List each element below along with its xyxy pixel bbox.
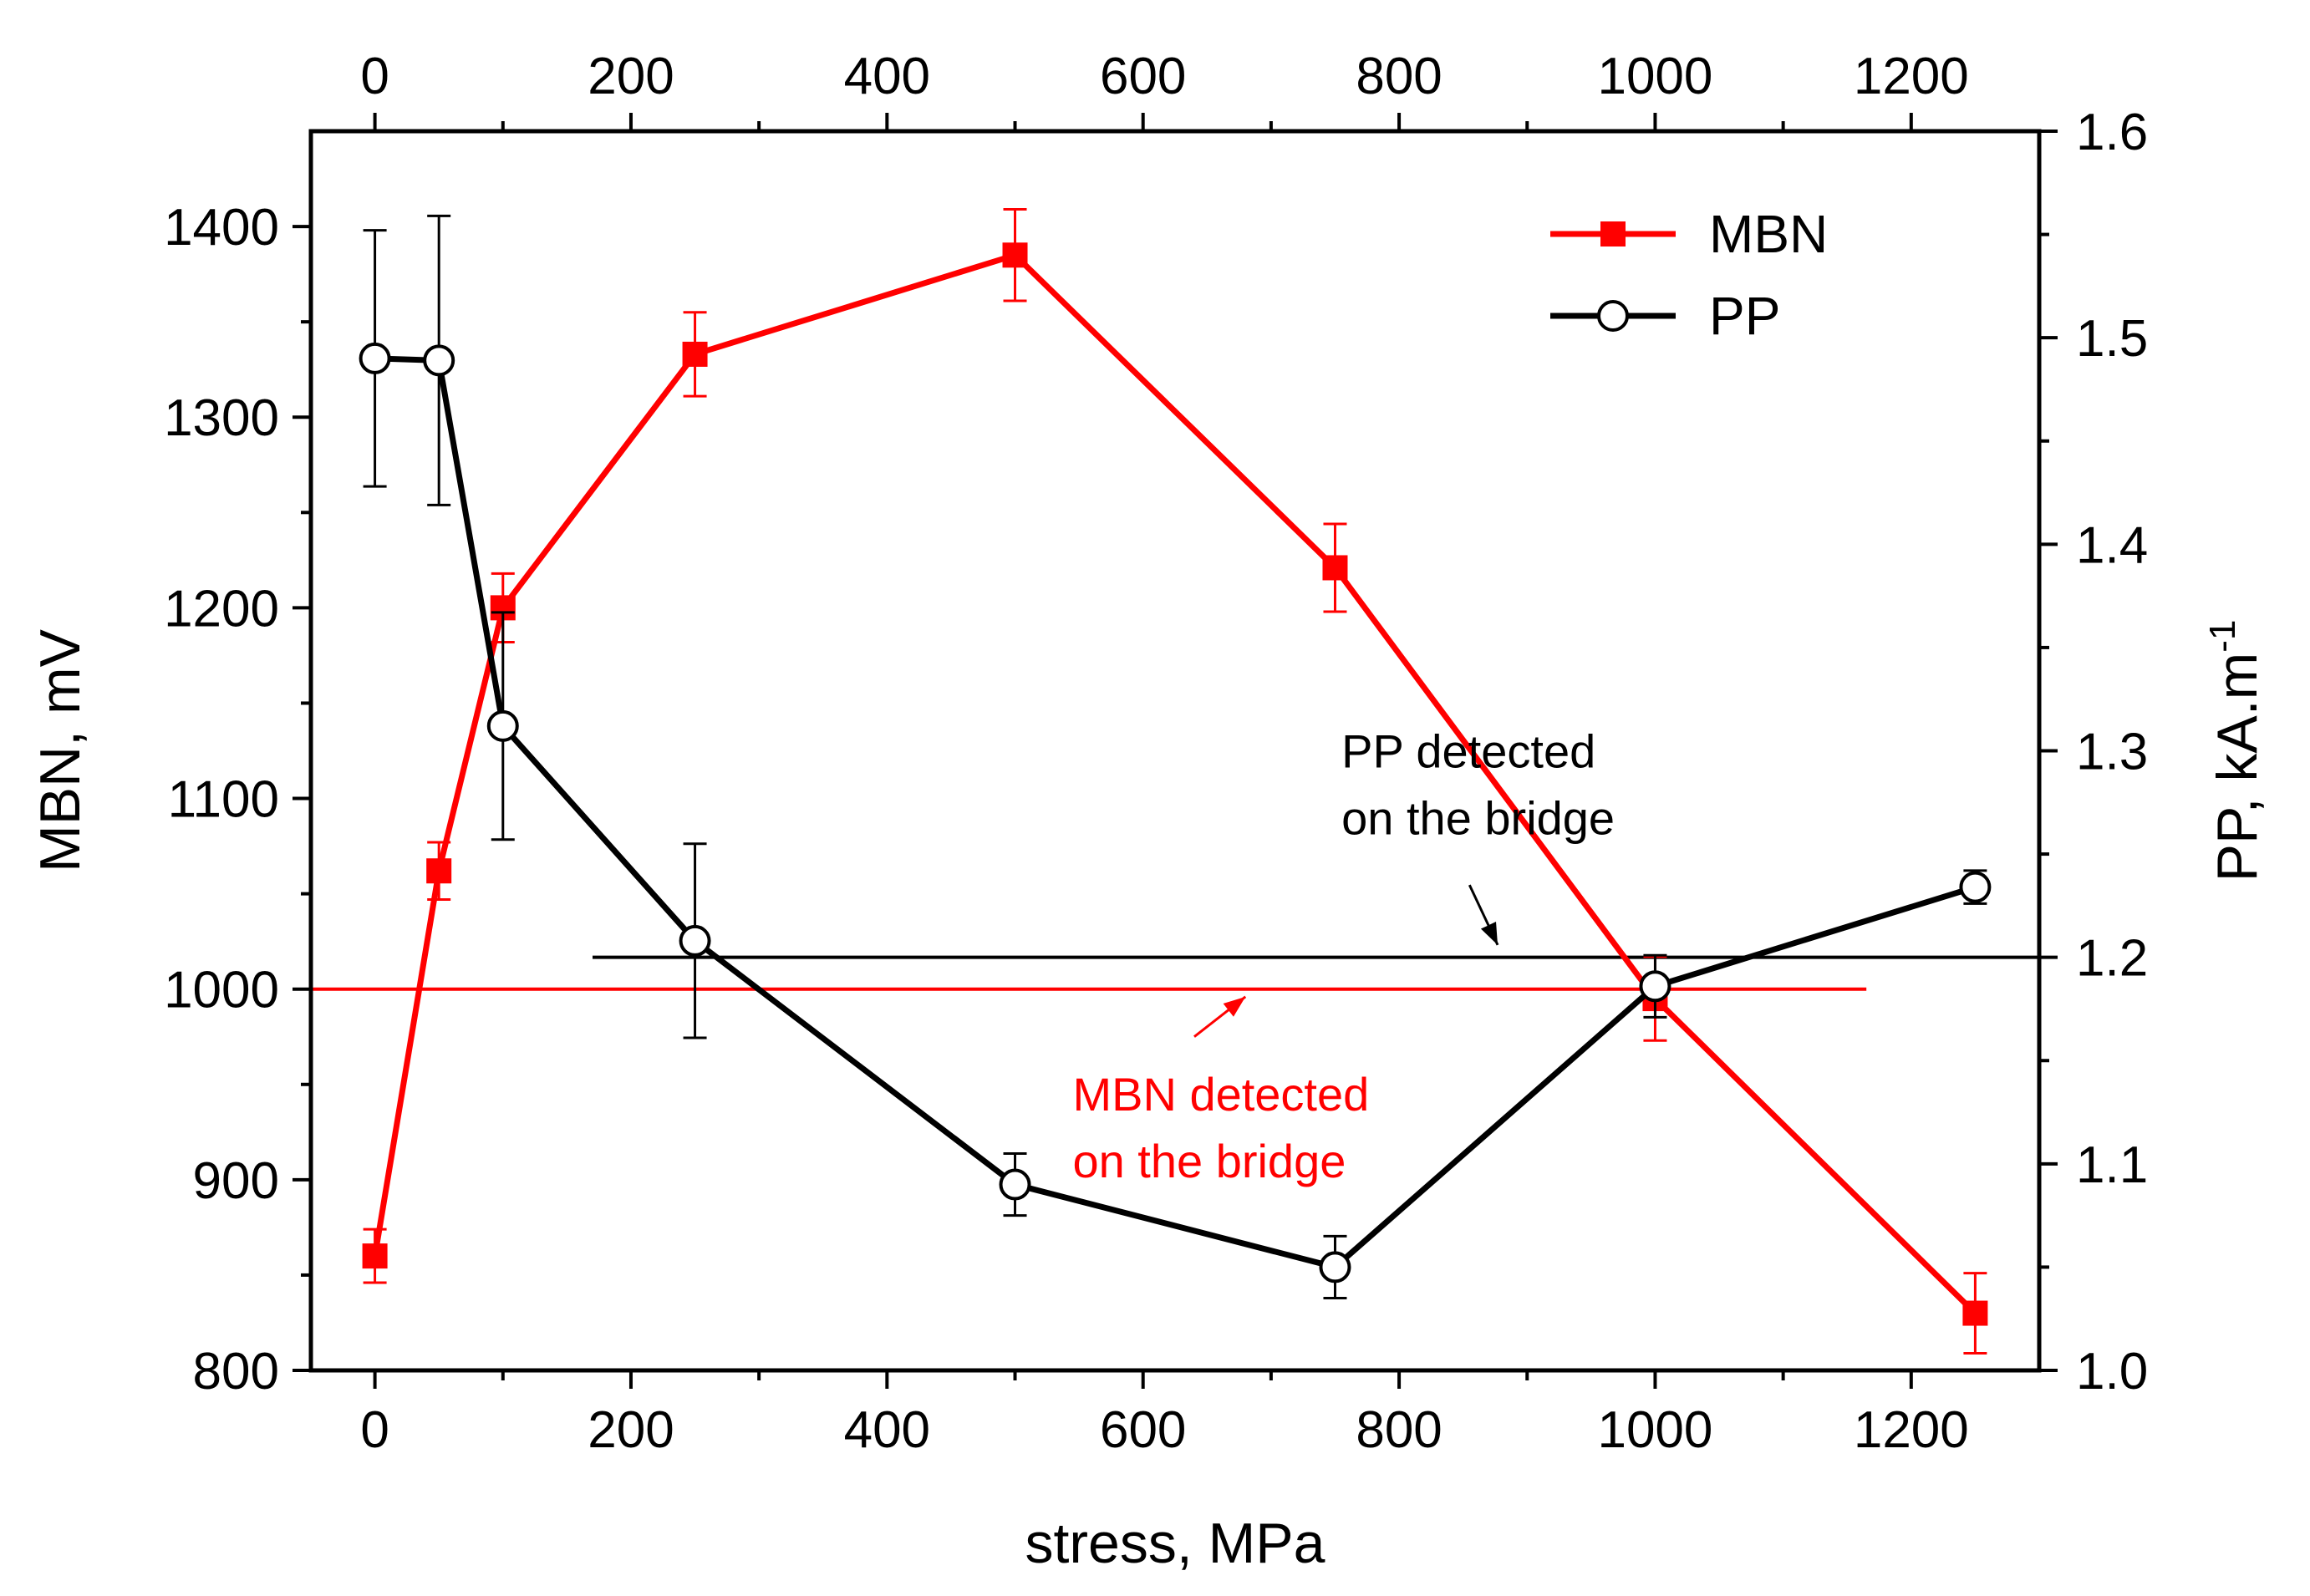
legend-label: MBN xyxy=(1709,204,1828,264)
legend-item-mbn: MBN xyxy=(1550,204,1828,264)
y-tick-label: 900 xyxy=(193,1152,279,1210)
data-point-mbn xyxy=(1962,1300,1988,1326)
data-point-pp xyxy=(1639,970,1671,1003)
y-tick-label: 1100 xyxy=(168,771,279,829)
data-point-pp xyxy=(359,342,391,374)
x-tick-label-bottom: 600 xyxy=(1100,1401,1186,1459)
annotations: PP detected on the bridge MBN detected on t… xyxy=(1072,725,1615,1188)
data-point-pp xyxy=(999,1168,1031,1201)
x-tick-label-top: 0 xyxy=(360,48,389,105)
mbn-annotation-arrow-head xyxy=(1223,996,1246,1017)
y-tick-label: 800 xyxy=(193,1343,279,1400)
y2-tick-label: 1.3 xyxy=(2076,724,2148,781)
y-tick-label: 1200 xyxy=(164,580,279,638)
x-tick-label-bottom: 1200 xyxy=(1854,1401,1969,1459)
data-point-mbn xyxy=(362,1243,388,1269)
ticks-layer xyxy=(293,113,2058,1389)
data-point-pp xyxy=(679,924,711,957)
plot-frame xyxy=(308,129,2042,1373)
legend: MBN PP xyxy=(1550,204,1828,346)
x-tick-label-top: 200 xyxy=(588,48,674,105)
data-point-mbn xyxy=(1002,242,1028,268)
data-point-mbn xyxy=(426,858,452,884)
legend-item-pp: PP xyxy=(1550,286,1780,346)
x-tick-label-top: 800 xyxy=(1356,48,1442,105)
y2-tick-label: 1.5 xyxy=(2076,310,2148,368)
y-tick-label: 1000 xyxy=(164,962,279,1019)
data-point-pp xyxy=(486,709,519,742)
x-tick-label-top: 1000 xyxy=(1597,48,1712,105)
x-tick-label-top: 400 xyxy=(844,48,930,105)
data-point-mbn xyxy=(682,341,708,367)
x-tick-label-bottom: 1000 xyxy=(1597,1401,1712,1459)
pp-annotation-arrow-head xyxy=(1480,922,1498,945)
pp-annotation: PP detected on the bridge xyxy=(1341,725,1615,946)
legend-marker xyxy=(1600,221,1626,247)
y-axis-title: MBN, mV xyxy=(28,628,92,872)
y-tick-label: 1300 xyxy=(164,389,279,447)
series-pp xyxy=(359,214,1992,1299)
x-tick-label-top: 1200 xyxy=(1854,48,1969,105)
x-tick-label-top: 600 xyxy=(1100,48,1186,105)
mbn-annotation-line: on the bridge xyxy=(1072,1135,1346,1187)
x-tick-label-bottom: 800 xyxy=(1356,1401,1442,1459)
tick-labels: 0 0 200 200 400 400 600 600 800 800 1000 1000 1200 12… xyxy=(164,48,2148,1459)
data-point-pp xyxy=(1959,871,1992,903)
y2-tick-label: 1.1 xyxy=(2076,1136,2148,1194)
data-point-pp xyxy=(1319,1251,1351,1283)
series-line-pp xyxy=(374,355,1977,1270)
y2-tick-label: 1.0 xyxy=(2076,1343,2148,1400)
y2-tick-label: 1.2 xyxy=(2076,930,2148,988)
pp-annotation-line: PP detected xyxy=(1341,725,1595,778)
series-layer xyxy=(359,208,1992,1355)
y2-axis-title-main: PP, kA.m xyxy=(2206,653,2269,882)
pp-annotation-line: on the bridge xyxy=(1341,792,1615,845)
y-tick-label: 1400 xyxy=(164,199,279,257)
data-point-pp xyxy=(423,344,455,377)
mbn-annotation-line: MBN detected xyxy=(1072,1068,1369,1121)
series-line-mbn xyxy=(372,252,1977,1316)
y2-axis-title-superscript: -1 xyxy=(2202,620,2243,653)
legend-marker xyxy=(1597,300,1629,332)
y2-tick-label: 1.6 xyxy=(2076,104,2148,161)
data-point-mbn xyxy=(1322,555,1348,581)
mbn-annotation: MBN detected on the bridge xyxy=(1072,995,1369,1187)
x-tick-label-bottom: 0 xyxy=(360,1401,389,1459)
y2-tick-label: 1.4 xyxy=(2076,516,2148,574)
reference-lines xyxy=(311,955,2039,991)
x-tick-label-bottom: 400 xyxy=(844,1401,930,1459)
y2-axis-title: PP, kA.m-1 xyxy=(2202,620,2269,882)
legend-label: PP xyxy=(1709,286,1780,346)
x-tick-label-bottom: 200 xyxy=(588,1401,674,1459)
x-axis-title: stress, MPa xyxy=(1025,1512,1325,1575)
